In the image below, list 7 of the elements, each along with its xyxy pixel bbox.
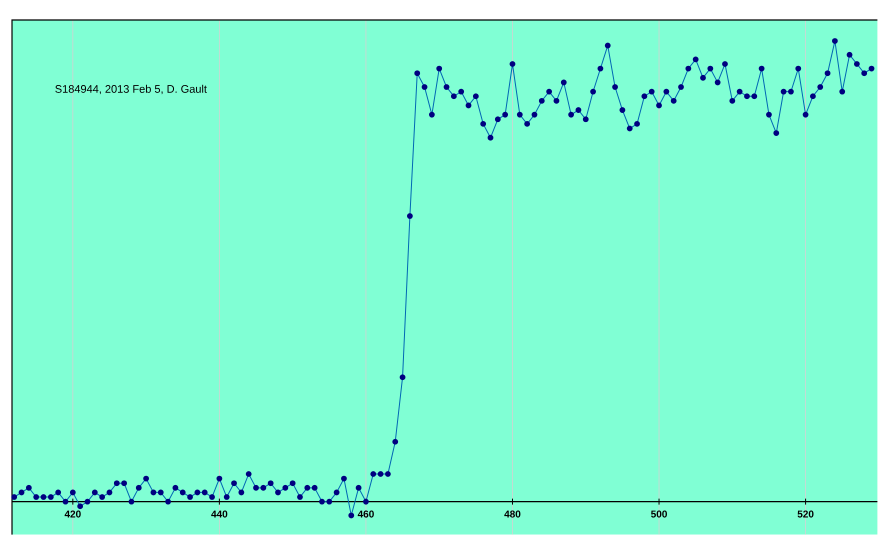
x-tick-label: 420 (64, 510, 81, 518)
x-tick-label: 480 (504, 510, 520, 518)
x-tick-label: 460 (358, 510, 374, 518)
x-tick-label: 440 (211, 510, 228, 518)
annotation: S184944, 2013 Feb 5, D. Gault (55, 84, 207, 94)
x-tick-label: 500 (651, 510, 667, 518)
x-tick-label: 520 (798, 510, 814, 518)
